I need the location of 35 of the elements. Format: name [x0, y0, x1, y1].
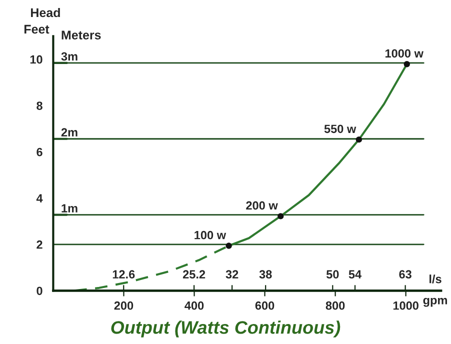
annotation: 1000 w: [385, 49, 424, 58]
x2-tick-label: 38: [259, 270, 272, 279]
x-tick-label: 600: [255, 301, 274, 310]
annotation: Meters: [62, 30, 101, 40]
x2-tick-label: 32: [226, 270, 238, 279]
x2-tick-label: 50: [326, 270, 339, 279]
annotation: 200 w: [246, 201, 278, 210]
x2-tick-label: 54: [348, 270, 362, 279]
y-tick-label: 10: [30, 55, 42, 64]
x2-tick-label: 25.2: [182, 270, 206, 279]
y-tick-label: 6: [36, 148, 42, 156]
text: Output (Watts Continuous): [111, 320, 340, 338]
ref-line-label: 1m: [62, 204, 78, 212]
point: [356, 136, 362, 143]
x2-tick-label: 63: [399, 270, 412, 279]
x-axis-title: gpm: [423, 298, 447, 307]
x-tick-label: 400: [184, 301, 204, 310]
annotation: 100 w: [194, 230, 226, 240]
text: Head: [31, 8, 60, 18]
y-tick-label: 2: [36, 240, 42, 249]
point: [226, 242, 232, 249]
y-axis-title: Feet: [24, 24, 50, 34]
x-tick-label: 1000: [393, 301, 418, 310]
point: [278, 213, 284, 220]
x-tick-label: 800: [326, 301, 345, 310]
ref-line-label: 3m: [61, 52, 78, 61]
x-tick-label: 200: [114, 301, 134, 310]
point: [404, 61, 410, 68]
x2-tick-label: 12.6: [112, 270, 135, 279]
y-tick-label: 8: [36, 102, 42, 110]
y-tick-label: 4: [36, 194, 43, 202]
y-tick-label: 0: [36, 286, 42, 296]
annotation: 550 w: [324, 124, 356, 134]
x2-axis-title: l/s: [430, 274, 442, 284]
ref-line-label: 2m: [61, 128, 78, 136]
